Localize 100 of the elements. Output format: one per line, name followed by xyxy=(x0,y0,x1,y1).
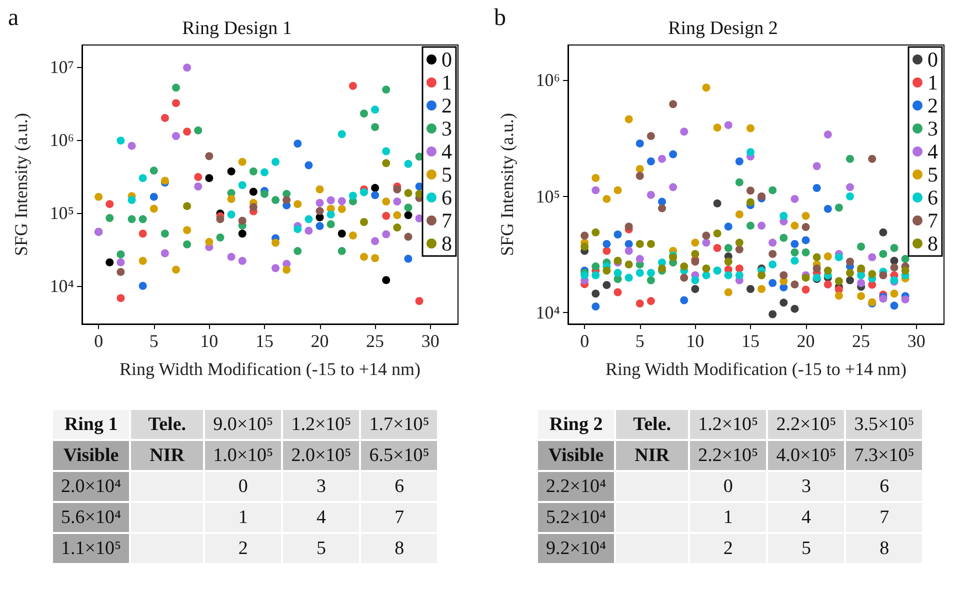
point xyxy=(348,82,357,90)
text: 2.0×10⁴ xyxy=(52,471,130,502)
point xyxy=(901,295,910,304)
point xyxy=(812,162,821,170)
point xyxy=(371,106,380,114)
text: b xyxy=(494,5,506,31)
point xyxy=(371,123,380,132)
point xyxy=(724,222,732,231)
point xyxy=(846,192,854,200)
point xyxy=(691,284,700,293)
point xyxy=(371,237,380,246)
text: 0 xyxy=(204,471,282,502)
legend-label: 1 xyxy=(442,70,452,94)
point xyxy=(812,184,821,192)
text: 1.2×10⁵ xyxy=(282,409,360,440)
point xyxy=(128,142,136,150)
point xyxy=(646,157,655,166)
point xyxy=(790,194,799,203)
chart-title: Ring Design 1 xyxy=(182,18,292,39)
point xyxy=(790,280,799,288)
point xyxy=(624,115,633,124)
point xyxy=(260,190,268,198)
y-tick-label: 10⁵ xyxy=(536,186,560,206)
point xyxy=(404,189,412,198)
point xyxy=(658,198,666,206)
legend-label: 8 xyxy=(928,232,938,256)
text: Tele. xyxy=(130,409,204,440)
point xyxy=(724,288,732,296)
legend-label: 7 xyxy=(928,208,938,232)
point xyxy=(834,292,843,300)
point xyxy=(205,152,214,160)
text: 9.0×10⁵ xyxy=(204,409,282,440)
point xyxy=(360,188,368,196)
point xyxy=(691,250,700,258)
point xyxy=(890,263,898,272)
point xyxy=(592,290,600,298)
point xyxy=(713,244,722,252)
point xyxy=(724,244,732,252)
y-tick-label: 10⁴ xyxy=(536,302,560,323)
point xyxy=(348,231,357,240)
point xyxy=(404,211,412,220)
point xyxy=(338,130,346,138)
point xyxy=(802,223,810,232)
text: 8 xyxy=(360,533,438,564)
point xyxy=(348,192,357,200)
point xyxy=(592,174,600,182)
point xyxy=(879,271,888,280)
point xyxy=(216,215,224,224)
text: 7 xyxy=(845,502,924,533)
point xyxy=(150,204,158,213)
point xyxy=(382,230,390,238)
point xyxy=(602,240,611,248)
point xyxy=(249,203,258,212)
point xyxy=(768,238,777,247)
point xyxy=(636,240,644,248)
point xyxy=(890,302,898,310)
point xyxy=(646,190,655,199)
point xyxy=(846,154,854,163)
point xyxy=(205,174,214,182)
text: 3 xyxy=(767,471,846,502)
text: 1 xyxy=(204,502,282,533)
point xyxy=(580,232,589,240)
point xyxy=(735,157,744,166)
x-tick-label: 5 xyxy=(635,331,644,351)
point xyxy=(680,274,688,282)
point xyxy=(282,266,291,274)
point xyxy=(602,194,611,203)
point xyxy=(316,185,324,194)
text: 7.3×10⁵ xyxy=(845,440,924,471)
point xyxy=(172,132,180,140)
point xyxy=(824,130,832,139)
point xyxy=(724,121,732,130)
point xyxy=(812,264,821,272)
point xyxy=(194,182,202,190)
legend-label: 6 xyxy=(928,186,938,210)
point xyxy=(768,279,777,288)
point xyxy=(183,202,192,210)
point xyxy=(724,271,732,280)
point xyxy=(415,297,424,305)
legend-label: 3 xyxy=(928,116,938,140)
x-axis-title: Ring Width Modification (-15 to +14 nm) xyxy=(119,359,421,379)
text: a xyxy=(8,5,19,31)
point xyxy=(227,210,236,219)
point xyxy=(857,279,866,288)
point xyxy=(404,160,412,168)
point xyxy=(382,147,390,156)
point xyxy=(879,250,888,258)
legend-label: 2 xyxy=(442,94,452,118)
text: Ring 2 xyxy=(537,409,616,440)
point xyxy=(382,276,390,284)
point xyxy=(227,252,236,261)
point xyxy=(116,250,125,258)
point xyxy=(592,228,600,236)
point xyxy=(802,274,810,282)
point xyxy=(580,271,589,280)
point xyxy=(680,128,688,136)
point xyxy=(106,214,114,222)
point xyxy=(316,198,324,207)
point xyxy=(768,186,777,194)
point xyxy=(746,198,754,206)
